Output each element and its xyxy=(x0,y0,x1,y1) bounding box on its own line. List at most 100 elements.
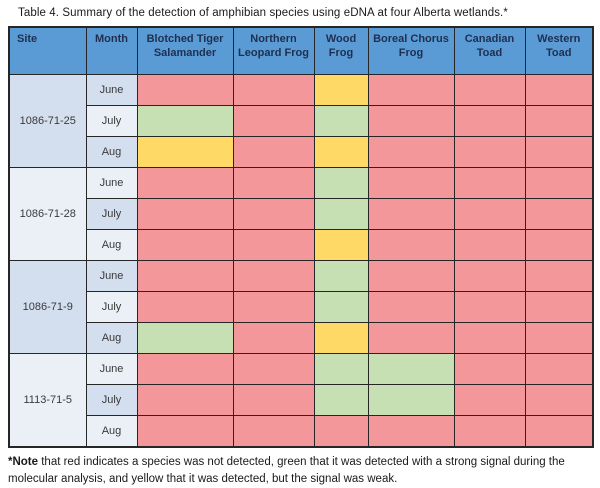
detection-cell xyxy=(453,353,526,385)
detection-cell xyxy=(136,415,234,447)
table-row: Aug xyxy=(9,229,594,261)
footnote: *Note that red indicates a species was n… xyxy=(8,454,594,488)
detection-cell xyxy=(524,384,594,416)
detection-cell xyxy=(232,322,315,354)
month-cell: Aug xyxy=(85,322,138,354)
detection-cell xyxy=(232,136,315,168)
table-row: 1086-71-25 June xyxy=(8,74,594,168)
table-body: 1086-71-25 June July Aug 1086-71-28 June July A… xyxy=(8,74,594,447)
detection-cell xyxy=(367,74,455,106)
detection-cell xyxy=(136,353,234,385)
table-row: 1086-71-9 June xyxy=(8,260,594,354)
detection-cell xyxy=(367,322,455,354)
detection-cell xyxy=(232,384,315,416)
site-cell: 1086-71-28 xyxy=(8,167,87,261)
detection-cell xyxy=(232,415,315,447)
table-row: Aug xyxy=(9,322,594,354)
detection-cell xyxy=(367,384,455,416)
detection-cell xyxy=(313,322,369,354)
detection-cell xyxy=(453,74,526,106)
detection-cell xyxy=(524,74,594,106)
detection-cell xyxy=(367,229,455,261)
detection-cell xyxy=(453,291,526,323)
detection-cell xyxy=(136,322,234,354)
detection-cell xyxy=(367,353,455,385)
detection-cell xyxy=(367,105,455,137)
detection-cell xyxy=(453,384,526,416)
column-header-western-toad: Western Toad xyxy=(524,26,594,75)
month-cell: June xyxy=(85,353,138,385)
detection-cell xyxy=(136,167,234,199)
detection-cell xyxy=(313,136,369,168)
detection-cell xyxy=(136,74,234,106)
column-header-site: Site xyxy=(8,26,87,75)
table-row: July xyxy=(9,384,594,416)
footnote-note-label: *Note xyxy=(8,455,39,468)
month-cell: Aug xyxy=(85,415,138,447)
detection-cell xyxy=(453,167,526,199)
month-cell: Aug xyxy=(85,229,138,261)
detection-cell xyxy=(313,260,369,292)
detection-cell xyxy=(313,105,369,137)
detection-cell xyxy=(453,415,526,447)
detection-cell xyxy=(136,260,234,292)
site-cell: 1086-71-9 xyxy=(8,260,87,354)
detection-cell xyxy=(313,353,369,385)
table-title: Table 4. Summary of the detection of amp… xyxy=(18,7,508,19)
month-cell: July xyxy=(85,105,138,137)
edna-detection-table: Site Month Blotched Tiger Salamander Nor… xyxy=(8,26,594,448)
detection-cell xyxy=(313,229,369,261)
column-header-boreal-chorus-frog: Boreal Chorus Frog xyxy=(367,26,455,75)
column-header-blotched-tiger-salamander: Blotched Tiger Salamander xyxy=(136,26,234,75)
table-row: Aug xyxy=(9,136,594,168)
detection-cell xyxy=(313,291,369,323)
site-cell: 1086-71-25 xyxy=(8,74,87,168)
detection-cell xyxy=(453,136,526,168)
detection-cell xyxy=(313,384,369,416)
detection-cell xyxy=(453,260,526,292)
detection-cell xyxy=(232,260,315,292)
detection-cell xyxy=(453,105,526,137)
detection-cell xyxy=(367,415,455,447)
detection-cell xyxy=(524,136,594,168)
detection-cell xyxy=(232,105,315,137)
table-row: July xyxy=(9,291,594,323)
table-row: 1113-71-5 June xyxy=(8,353,594,447)
detection-cell xyxy=(313,74,369,106)
site-cell: 1113-71-5 xyxy=(8,353,87,447)
detection-cell xyxy=(524,229,594,261)
detection-cell xyxy=(524,167,594,199)
table-row: 1086-71-28 June xyxy=(8,167,594,261)
detection-cell xyxy=(524,260,594,292)
detection-cell xyxy=(313,415,369,447)
detection-cell xyxy=(136,105,234,137)
detection-cell xyxy=(232,229,315,261)
detection-cell xyxy=(367,291,455,323)
detection-cell xyxy=(136,136,234,168)
detection-cell xyxy=(453,229,526,261)
table-row: July xyxy=(9,198,594,230)
column-header-canadian-toad: Canadian Toad xyxy=(453,26,526,75)
month-cell: June xyxy=(85,74,138,106)
detection-cell xyxy=(453,198,526,230)
footnote-text: that red indicates a species was not det… xyxy=(8,455,565,485)
column-header-northern-leopard-frog: Northern Leopard Frog xyxy=(232,26,315,75)
detection-cell xyxy=(367,136,455,168)
detection-cell xyxy=(313,167,369,199)
detection-cell xyxy=(524,322,594,354)
detection-cell xyxy=(524,415,594,447)
month-cell: June xyxy=(85,167,138,199)
month-cell: July xyxy=(85,198,138,230)
detection-cell xyxy=(232,74,315,106)
detection-cell xyxy=(367,198,455,230)
column-header-month: Month xyxy=(85,26,138,75)
column-header-wood-frog: Wood Frog xyxy=(313,26,369,75)
detection-cell xyxy=(232,167,315,199)
detection-cell xyxy=(136,198,234,230)
detection-cell xyxy=(524,105,594,137)
table-row: Aug xyxy=(9,415,594,447)
table-header: Site Month Blotched Tiger Salamander Nor… xyxy=(8,26,594,75)
month-cell: Aug xyxy=(85,136,138,168)
month-cell: July xyxy=(85,291,138,323)
